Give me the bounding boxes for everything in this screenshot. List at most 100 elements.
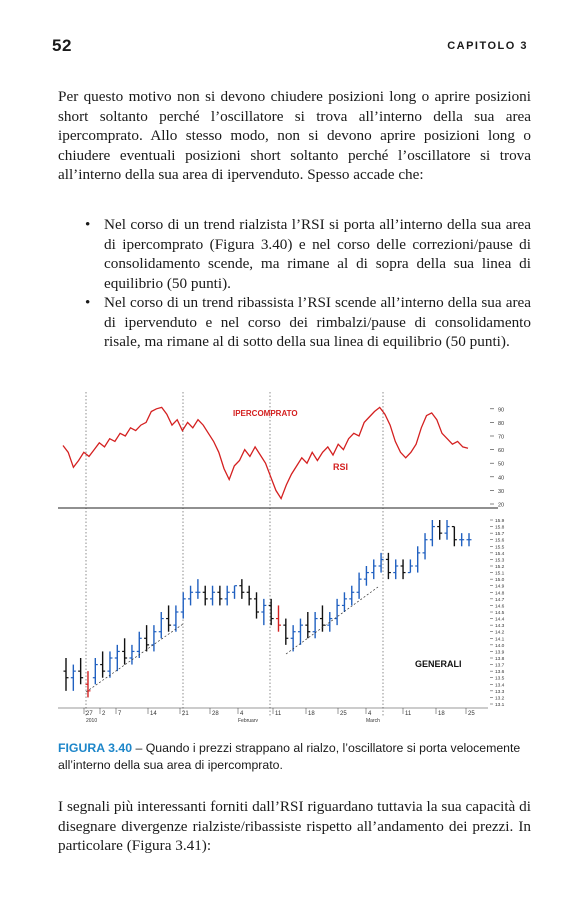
price-tick-label: 14.7 (495, 597, 505, 603)
figure-caption: FIGURA 3.40 – Quando i prezzi strappano … (58, 740, 531, 774)
bullet-list: • Nel corso di un trend rialzista l’RSI … (58, 215, 531, 352)
price-bar (312, 612, 318, 639)
price-bar (217, 585, 223, 606)
figure-chart: 90 80 70 60 50 40 30 20 15.9 15.8 15.7 15.6 15.5 15.… (58, 392, 508, 722)
price-bar (290, 625, 296, 652)
price-tick-label: 15.8 (495, 525, 505, 531)
bullet-text: Nel corso di un trend rialzista l’RSI si… (104, 216, 531, 292)
date-tick-label: 21 (182, 711, 189, 717)
price-bar (371, 559, 377, 580)
price-bar (407, 559, 413, 574)
figure-caption-text: – Quando i prezzi strappano al rialzo, l… (58, 741, 521, 772)
date-tick-label: 11 (275, 711, 282, 717)
price-bar (400, 559, 406, 580)
price-bar (122, 638, 128, 665)
price-bar (158, 612, 164, 639)
trend-line (85, 623, 184, 693)
price-tick-label: 14.2 (495, 630, 505, 636)
date-tick-label: 25 (468, 711, 475, 717)
price-tick-label: 14.6 (495, 603, 505, 609)
price-bar (136, 631, 142, 658)
price-bar (422, 533, 428, 560)
price-bar (378, 552, 384, 573)
price-bar (100, 651, 106, 678)
price-bar (261, 598, 267, 626)
price-bar (246, 585, 252, 606)
bullet-item: • Nel corso di un trend ribassista l’RSI… (58, 293, 531, 352)
price-tick-label: 13.4 (495, 682, 505, 688)
month-label: 2010 (86, 718, 97, 722)
page-number: 52 (52, 36, 72, 55)
date-tick-label: 11 (405, 711, 412, 717)
intro-paragraph: Per questo motivo non si devono chiudere… (58, 88, 531, 183)
chapter-title: CAPITOLO 3 (447, 40, 528, 52)
rsi-tick-label: 90 (498, 407, 504, 413)
price-bar (63, 658, 69, 691)
price-tick-label: 15.4 (495, 551, 505, 557)
date-tick-label: 25 (340, 711, 347, 717)
price-bar (232, 585, 238, 599)
price-tick-label: 15.0 (495, 577, 505, 583)
figure-label: FIGURA 3.40 (58, 741, 133, 755)
rsi-tick-label: 80 (498, 421, 504, 427)
price-tick-label: 14.9 (495, 584, 505, 590)
price-bar (114, 644, 120, 672)
price-bar (341, 592, 347, 612)
price-bar (180, 592, 186, 619)
price-bar (466, 533, 472, 547)
price-bar (144, 625, 150, 652)
price-tick-label: 15.6 (495, 538, 505, 544)
outro-paragraph: I segnali più interessanti forniti dall’… (58, 798, 531, 854)
price-tick-label: 15.5 (495, 544, 505, 550)
price-bar (151, 625, 157, 652)
date-tick-label: 18 (308, 711, 315, 717)
price-bar (283, 618, 289, 645)
bullet-text: Nel corso di un trend ribassista l’RSI s… (104, 294, 531, 350)
annotation-ipercomprato: IPERCOMPRATO (233, 409, 298, 418)
rsi-tick-label: 60 (498, 448, 504, 454)
bullet-dot: • (85, 294, 91, 311)
price-tick-label: 14.5 (495, 610, 505, 616)
rsi-tick-label: 70 (498, 435, 504, 441)
rsi-tick-label: 40 (498, 475, 504, 481)
price-tick-label: 14.1 (495, 636, 505, 642)
price-bar (429, 520, 435, 547)
date-tick-label: 27 (86, 711, 93, 717)
date-tick-label: 14 (150, 711, 157, 717)
price-tick-label: 15.3 (495, 557, 505, 563)
price-bar (385, 552, 391, 580)
price-tick-label: 13.2 (495, 695, 505, 701)
date-tick-label: 28 (212, 711, 219, 717)
date-tick-label: 18 (438, 711, 445, 717)
price-bar (224, 585, 230, 606)
rsi-tick-label: 50 (498, 462, 504, 468)
annotation-rsi: RSI (333, 462, 348, 472)
price-bar (297, 618, 303, 645)
date-tick-label: 4 (240, 711, 244, 717)
price-bar (459, 533, 465, 547)
annotation-generali: GENERALI (415, 659, 462, 669)
price-bar (305, 612, 311, 639)
price-tick-label: 14.4 (495, 617, 505, 623)
price-tick-label: 15.9 (495, 518, 505, 524)
price-bar (356, 572, 362, 599)
price-tick-label: 15.1 (495, 571, 505, 577)
price-tick-label: 15.7 (495, 531, 505, 537)
price-bar (327, 612, 333, 632)
rsi-line (62, 406, 469, 501)
price-bar (349, 585, 355, 606)
price-bar (195, 579, 201, 599)
price-bar (85, 671, 91, 698)
price-bar (444, 520, 450, 540)
price-tick-label: 14.0 (495, 643, 505, 649)
price-bar (78, 658, 84, 685)
price-tick-label: 13.9 (495, 649, 505, 655)
rsi-tick-label: 20 (498, 503, 504, 509)
price-tick-label: 14.8 (495, 590, 505, 596)
price-bar (92, 658, 98, 685)
price-bar (363, 566, 369, 586)
price-bar (173, 605, 179, 632)
price-tick-label: 13.3 (495, 689, 505, 695)
price-bar (451, 525, 457, 547)
date-tick-label: 7 (118, 711, 122, 717)
